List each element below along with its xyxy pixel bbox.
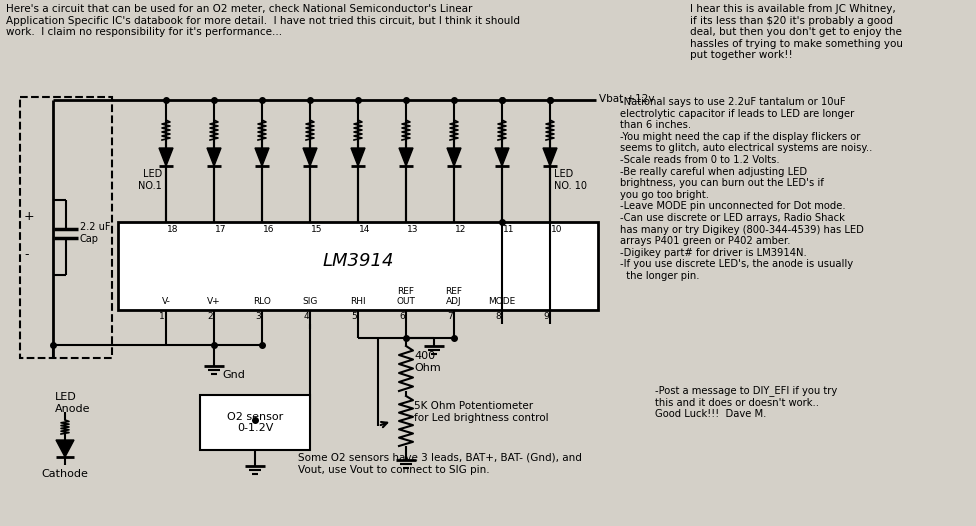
Text: 2.2 uF
Cap: 2.2 uF Cap (80, 222, 110, 244)
Text: 17: 17 (215, 225, 226, 234)
Bar (20, 97, 112, 358)
Text: Vbat +12v: Vbat +12v (599, 94, 655, 104)
Polygon shape (447, 148, 461, 166)
Bar (118, 222, 598, 310)
Polygon shape (543, 148, 557, 166)
Text: -National says to use 2.2uF tantalum or 10uF
electrolytic capacitor if leads to : -National says to use 2.2uF tantalum or … (620, 97, 873, 281)
Text: -: - (24, 248, 28, 261)
Text: 2: 2 (207, 312, 213, 321)
Polygon shape (351, 148, 365, 166)
Bar (200, 395, 310, 450)
Text: Here's a circuit that can be used for an O2 meter, check National Semiconductor': Here's a circuit that can be used for an… (6, 4, 520, 37)
Text: SIG: SIG (303, 297, 317, 306)
Text: 400
Ohm: 400 Ohm (414, 351, 441, 372)
Text: 10: 10 (551, 225, 562, 234)
Text: 11: 11 (503, 225, 514, 234)
Text: O2 sensor
0-1.2V: O2 sensor 0-1.2V (226, 412, 283, 433)
Polygon shape (207, 148, 221, 166)
Text: REF
OUT: REF OUT (396, 287, 416, 306)
Text: LED
Anode: LED Anode (55, 392, 91, 413)
Text: I hear this is available from JC Whitney,
if its less than $20 it's probably a g: I hear this is available from JC Whitney… (690, 4, 903, 60)
Text: 5K Ohm Potentiometer
for Led brightness control: 5K Ohm Potentiometer for Led brightness … (414, 401, 549, 422)
Polygon shape (159, 148, 173, 166)
Text: Gnd: Gnd (222, 370, 245, 380)
Text: 15: 15 (311, 225, 322, 234)
Text: 3: 3 (256, 312, 261, 321)
Text: 14: 14 (359, 225, 370, 234)
Text: MODE: MODE (488, 297, 515, 306)
Text: Some O2 sensors have 3 leads, BAT+, BAT- (Gnd), and
Vout, use Vout to connect to: Some O2 sensors have 3 leads, BAT+, BAT-… (298, 453, 582, 474)
Text: RLO: RLO (253, 297, 271, 306)
Text: Cathode: Cathode (42, 469, 89, 479)
Text: LED
NO.1: LED NO.1 (139, 169, 162, 190)
Text: 8: 8 (495, 312, 501, 321)
Polygon shape (399, 148, 413, 166)
Text: -Post a message to DIY_EFI if you try
        this and it does or doesn't work..: -Post a message to DIY_EFI if you try th… (630, 385, 837, 419)
Polygon shape (495, 148, 509, 166)
Text: 4: 4 (304, 312, 309, 321)
Text: +: + (24, 209, 34, 222)
Text: 18: 18 (167, 225, 179, 234)
Polygon shape (303, 148, 317, 166)
Text: 6: 6 (399, 312, 405, 321)
Text: 13: 13 (407, 225, 419, 234)
Polygon shape (255, 148, 269, 166)
Text: 7: 7 (447, 312, 453, 321)
Text: 1: 1 (159, 312, 165, 321)
Text: 5: 5 (351, 312, 357, 321)
Text: V-: V- (162, 297, 171, 306)
Text: RHI: RHI (350, 297, 366, 306)
Text: 16: 16 (263, 225, 274, 234)
Text: LED
NO. 10: LED NO. 10 (554, 169, 587, 190)
Text: 12: 12 (455, 225, 467, 234)
Text: 9: 9 (544, 312, 549, 321)
Text: V+: V+ (207, 297, 221, 306)
Polygon shape (56, 440, 74, 457)
Text: REF
ADJ: REF ADJ (445, 287, 463, 306)
Text: LM3914: LM3914 (322, 252, 393, 270)
